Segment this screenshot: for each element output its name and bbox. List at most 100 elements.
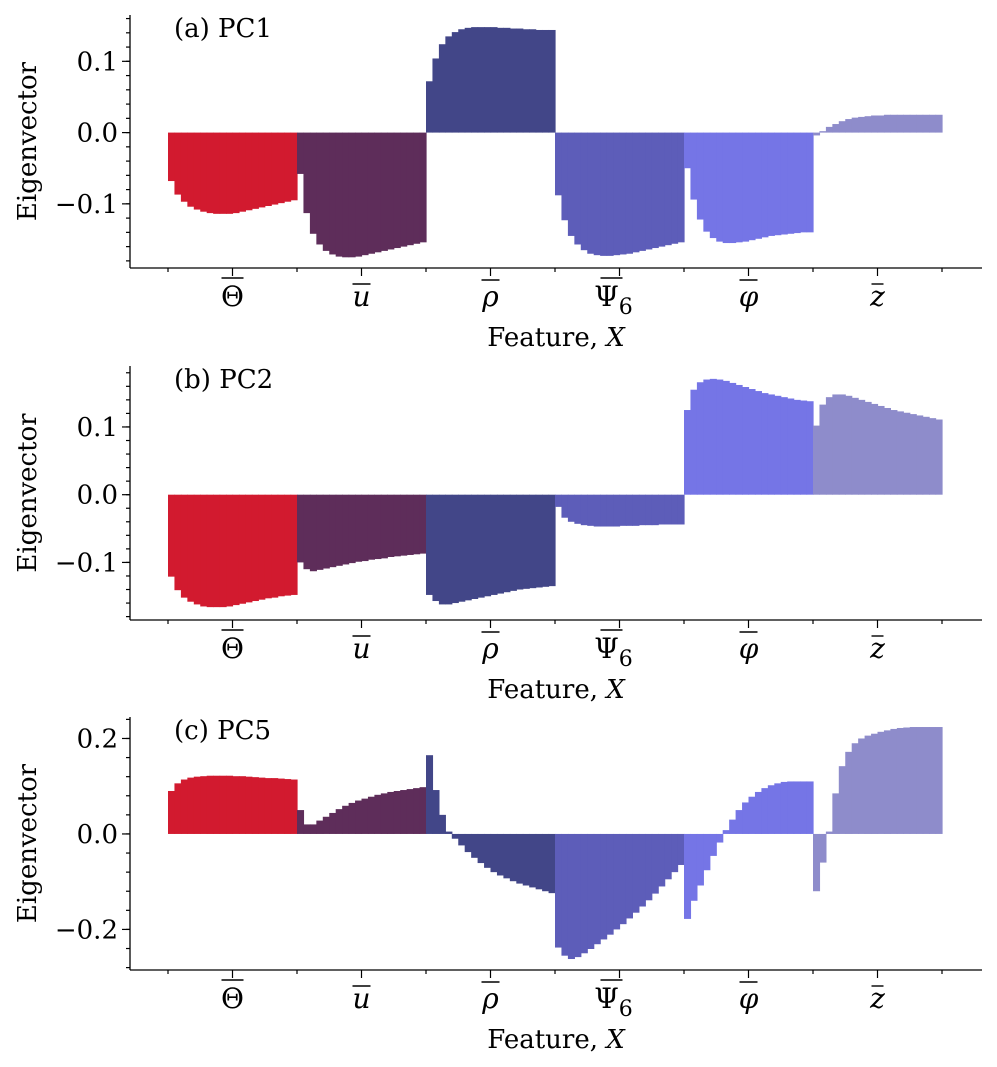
bar-phi-9 — [742, 387, 750, 495]
bar-rho-14 — [516, 28, 524, 133]
bar-Psi6-17 — [664, 494, 672, 525]
x-tick-label-phi: φ — [739, 279, 759, 313]
bar-phi-0 — [684, 833, 692, 919]
bar-z-0 — [813, 833, 821, 892]
svg-text:Θ: Θ — [221, 280, 244, 313]
bar-phi-13 — [767, 132, 775, 236]
bar-z-3 — [832, 394, 840, 495]
bar-Psi6-6 — [593, 132, 601, 256]
bar-Theta-17 — [277, 778, 285, 834]
bar-u-1 — [303, 494, 311, 570]
bar-u-12 — [374, 494, 382, 560]
bar-Psi6-9 — [613, 132, 621, 256]
bar-group-z — [813, 394, 943, 495]
y-tick-label: 0.0 — [77, 119, 118, 149]
bar-Theta-12 — [245, 494, 253, 603]
bar-u-9 — [355, 494, 363, 562]
x-tick-label-u: u — [352, 632, 370, 665]
bar-u-1 — [303, 132, 311, 214]
x-tick-label-Psi6: Ψ6 — [594, 629, 633, 672]
bar-rho-9 — [484, 833, 492, 868]
bar-phi-16 — [787, 132, 795, 234]
bar-rho-15 — [522, 29, 530, 133]
bar-Theta-9 — [226, 494, 234, 607]
bar-Psi6-13 — [638, 494, 646, 526]
bar-rho-19 — [548, 833, 556, 894]
bar-u-2 — [309, 494, 317, 572]
panel-title: (a) PC1 — [174, 14, 272, 44]
bar-rho-12 — [503, 494, 511, 593]
bar-group-Theta — [168, 132, 298, 214]
bar-Theta-19 — [290, 494, 298, 595]
bar-rho-8 — [477, 494, 485, 598]
bar-u-11 — [367, 132, 375, 254]
bar-Psi6-0 — [555, 494, 563, 507]
x-tick-label-Psi6: Ψ6 — [594, 277, 633, 320]
bar-z-15 — [909, 727, 917, 834]
bar-z-5 — [845, 119, 853, 133]
bar-group-rho — [426, 755, 556, 894]
x-axis-title: Feature, X — [487, 323, 626, 353]
bar-z-18 — [929, 114, 937, 133]
bar-Theta-9 — [226, 775, 234, 834]
bar-group-Theta — [168, 494, 298, 608]
bar-u-5 — [329, 812, 337, 834]
bar-Psi6-1 — [561, 132, 569, 221]
bar-u-18 — [413, 788, 421, 834]
svg-text:u: u — [352, 280, 370, 313]
bar-z-18 — [929, 418, 937, 495]
bar-Psi6-10 — [619, 494, 627, 526]
x-tick-label-z: z — [869, 982, 885, 1015]
svg-text:Ψ6: Ψ6 — [594, 632, 633, 672]
bar-z-0 — [813, 425, 821, 495]
bar-rho-0 — [426, 81, 434, 133]
bar-u-10 — [361, 132, 369, 256]
y-axis-title: Eigenvector — [13, 413, 43, 573]
bar-u-10 — [361, 798, 369, 834]
bar-phi-9 — [742, 802, 750, 834]
bar-rho-16 — [529, 29, 537, 133]
bar-phi-13 — [767, 785, 775, 834]
x-tick-label-u: u — [352, 280, 370, 313]
bar-u-15 — [393, 132, 401, 249]
bar-u-10 — [361, 494, 369, 562]
bar-rho-10 — [490, 494, 498, 595]
bar-Theta-0 — [168, 132, 176, 182]
bar-phi-2 — [696, 382, 704, 495]
bar-Psi6-13 — [638, 833, 646, 907]
bar-Theta-2 — [180, 779, 188, 834]
bar-phi-1 — [690, 132, 698, 200]
bar-Psi6-6 — [593, 833, 601, 945]
bar-Psi6-2 — [567, 132, 575, 236]
bar-phi-18 — [800, 400, 808, 495]
bar-rho-1 — [432, 58, 440, 133]
bar-Theta-15 — [264, 778, 272, 834]
bar-Psi6-0 — [555, 132, 563, 196]
bar-u-16 — [400, 790, 408, 834]
bar-phi-11 — [754, 391, 762, 495]
bar-rho-15 — [522, 833, 530, 886]
bar-z-10 — [877, 115, 885, 133]
bar-Psi6-13 — [638, 132, 646, 251]
bar-rho-11 — [496, 833, 504, 876]
bar-phi-10 — [748, 796, 756, 834]
bar-z-2 — [825, 126, 833, 133]
bar-phi-4 — [709, 132, 717, 239]
bar-Theta-7 — [213, 775, 221, 834]
svg-text:ρ: ρ — [481, 632, 499, 665]
panel-3: 0.2 0.0 −0.2 Θ u ρ Ψ6 φ z Feature, X Eigenvector (c… — [13, 716, 982, 1055]
bar-z-2 — [825, 831, 833, 834]
bar-z-9 — [871, 403, 879, 495]
bar-u-7 — [342, 805, 350, 834]
svg-text:Θ: Θ — [221, 982, 244, 1015]
bar-z-8 — [864, 401, 872, 495]
bar-Psi6-3 — [574, 494, 582, 524]
bar-Theta-12 — [245, 132, 253, 211]
bar-z-14 — [903, 114, 911, 133]
bar-u-13 — [380, 132, 388, 251]
bar-rho-7 — [471, 27, 479, 133]
bar-Psi6-1 — [561, 494, 569, 518]
bar-z-1 — [819, 833, 827, 863]
bar-phi-13 — [767, 394, 775, 495]
bar-Theta-7 — [213, 494, 221, 608]
